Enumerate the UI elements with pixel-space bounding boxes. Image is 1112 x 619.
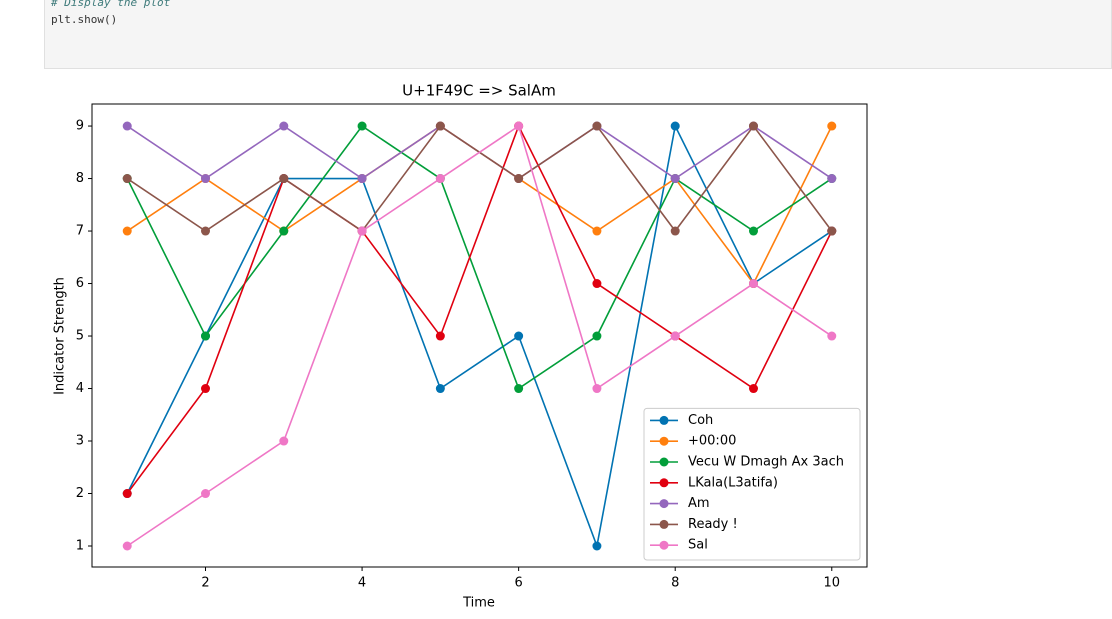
x-tick-label: 6	[515, 576, 523, 591]
y-tick-label: 2	[76, 486, 84, 501]
y-tick-label: 8	[76, 171, 84, 186]
point	[279, 226, 289, 236]
point	[122, 226, 132, 236]
point	[279, 174, 289, 184]
point	[592, 121, 602, 131]
x-tick-label: 8	[671, 576, 679, 591]
point	[122, 541, 132, 551]
point	[279, 436, 289, 446]
point	[514, 331, 524, 341]
legend-label: Ready !	[688, 517, 738, 532]
point	[201, 489, 211, 499]
y-tick-label: 9	[76, 119, 84, 134]
y-tick-label: 3	[76, 434, 84, 449]
x-tick-label: 10	[823, 576, 840, 591]
point	[670, 121, 680, 131]
point	[670, 174, 680, 184]
legend-marker	[659, 436, 669, 446]
point	[514, 174, 524, 184]
legend-label: Am	[688, 496, 710, 511]
legend-marker	[659, 540, 669, 550]
x-tick-label: 2	[201, 576, 209, 591]
point	[592, 331, 602, 341]
point	[435, 121, 445, 131]
series-line	[126, 125, 833, 286]
code-cell: # Display the plot plt.show()	[44, 0, 1112, 69]
point	[592, 226, 602, 236]
point	[122, 489, 132, 499]
point	[435, 331, 445, 341]
point	[435, 174, 445, 184]
legend-marker	[659, 457, 669, 467]
point	[201, 174, 211, 184]
legend-marker	[659, 519, 669, 529]
chart-title: U+1F49C => SalAm	[402, 82, 556, 100]
point	[592, 279, 602, 289]
point	[827, 226, 837, 236]
point	[122, 174, 132, 184]
point	[122, 121, 132, 131]
point	[592, 541, 602, 551]
point	[827, 121, 837, 131]
point	[748, 384, 758, 394]
point	[357, 226, 367, 236]
legend-box	[643, 407, 861, 561]
legend-label: +00:00	[688, 434, 736, 449]
point	[827, 174, 837, 184]
point	[201, 384, 211, 394]
legend-marker	[659, 415, 669, 425]
y-tick-label: 4	[76, 381, 84, 396]
point	[748, 226, 758, 236]
y-tick-label: 5	[76, 329, 84, 344]
series-line	[126, 124, 833, 494]
point	[592, 384, 602, 394]
point	[201, 331, 211, 341]
point	[435, 384, 445, 394]
point	[670, 226, 680, 236]
legend-marker	[659, 478, 669, 488]
series-line	[126, 124, 833, 390]
point	[514, 121, 524, 131]
y-tick-label: 1	[76, 539, 84, 554]
point	[514, 384, 524, 394]
x-axis-label: Time	[462, 596, 495, 611]
y-tick-label: 7	[76, 224, 84, 239]
code-comment: # Display the plot	[51, 0, 171, 9]
point	[670, 331, 680, 341]
legend-label: Vecu W Dmagh Ax 3ach	[688, 455, 844, 470]
legend-label: Sal	[688, 538, 708, 553]
y-tick-label: 6	[76, 276, 84, 291]
point	[357, 174, 367, 184]
point	[827, 331, 837, 341]
series-line	[126, 124, 833, 233]
code-line: plt.show()	[51, 13, 118, 26]
point	[357, 121, 367, 131]
point	[748, 279, 758, 289]
y-axis-label: Indicator Strength	[53, 277, 68, 395]
legend-label: LKala(L3atifa)	[688, 475, 778, 490]
point	[279, 121, 289, 131]
x-tick-label: 4	[358, 576, 366, 591]
point	[201, 226, 211, 236]
legend-label: Coh	[688, 413, 713, 428]
point	[748, 121, 758, 131]
series-line	[126, 124, 833, 547]
plot-area	[91, 103, 868, 568]
legend-marker	[659, 499, 669, 509]
